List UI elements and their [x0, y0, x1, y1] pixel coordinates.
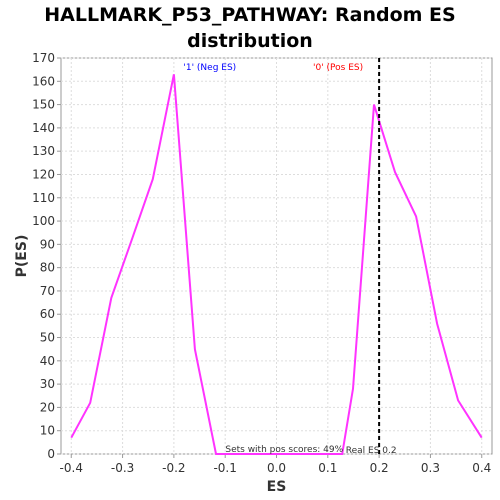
x-tick-label: 0.1 — [318, 461, 337, 475]
y-tick-label: 40 — [40, 354, 55, 368]
x-tick-label: -0.3 — [111, 461, 134, 475]
x-tick-label: 0.2 — [370, 461, 389, 475]
y-tick-label: 90 — [40, 237, 55, 251]
y-axis-label: P(ES) — [14, 235, 30, 278]
x-tick-label: 0.0 — [267, 461, 286, 475]
y-tick-label: 150 — [32, 98, 55, 112]
es-distribution-line — [70, 74, 483, 455]
y-tick-label: 60 — [40, 307, 55, 321]
y-tick-label: 10 — [40, 424, 55, 438]
x-tick-label: 0.4 — [472, 461, 491, 475]
x-axis-ticks: -0.4 -0.3 -0.2 -0.1 0.0 0.1 0.2 0.3 0.4 — [60, 454, 491, 475]
y-tick-label: 70 — [40, 284, 55, 298]
pos-es-label: '0' (Pos ES) — [313, 63, 363, 73]
y-tick-label: 110 — [32, 191, 55, 205]
x-tick-label: 0.3 — [421, 461, 440, 475]
y-tick-label: 30 — [40, 377, 55, 391]
neg-es-label: '1' (Neg ES) — [183, 63, 236, 73]
pos-scores-label: Sets with pos scores: 49% — [225, 445, 343, 455]
real-es-label: Real ES 0.2 — [346, 446, 397, 456]
x-tick-label: -0.2 — [162, 461, 185, 475]
y-axis-ticks: 0 10 20 30 40 50 60 70 80 90 100 110 120 130 140 150 160… — [32, 51, 61, 461]
x-axis-label: ES — [267, 479, 287, 495]
y-tick-label: 170 — [32, 51, 55, 65]
x-tick-label: -0.1 — [213, 461, 236, 475]
chart-title: HALLMARK_P53_PATHWAY: Random ES distribu… — [44, 4, 456, 52]
x-tick-label: -0.4 — [60, 461, 83, 475]
y-tick-label: 0 — [47, 447, 55, 461]
y-tick-label: 160 — [32, 74, 55, 88]
y-tick-label: 50 — [40, 331, 55, 345]
y-tick-label: 20 — [40, 400, 55, 414]
y-tick-label: 80 — [40, 261, 55, 275]
y-tick-label: 130 — [32, 144, 55, 158]
y-tick-label: 100 — [32, 214, 55, 228]
y-tick-label: 120 — [32, 167, 55, 181]
y-tick-label: 140 — [32, 121, 55, 135]
